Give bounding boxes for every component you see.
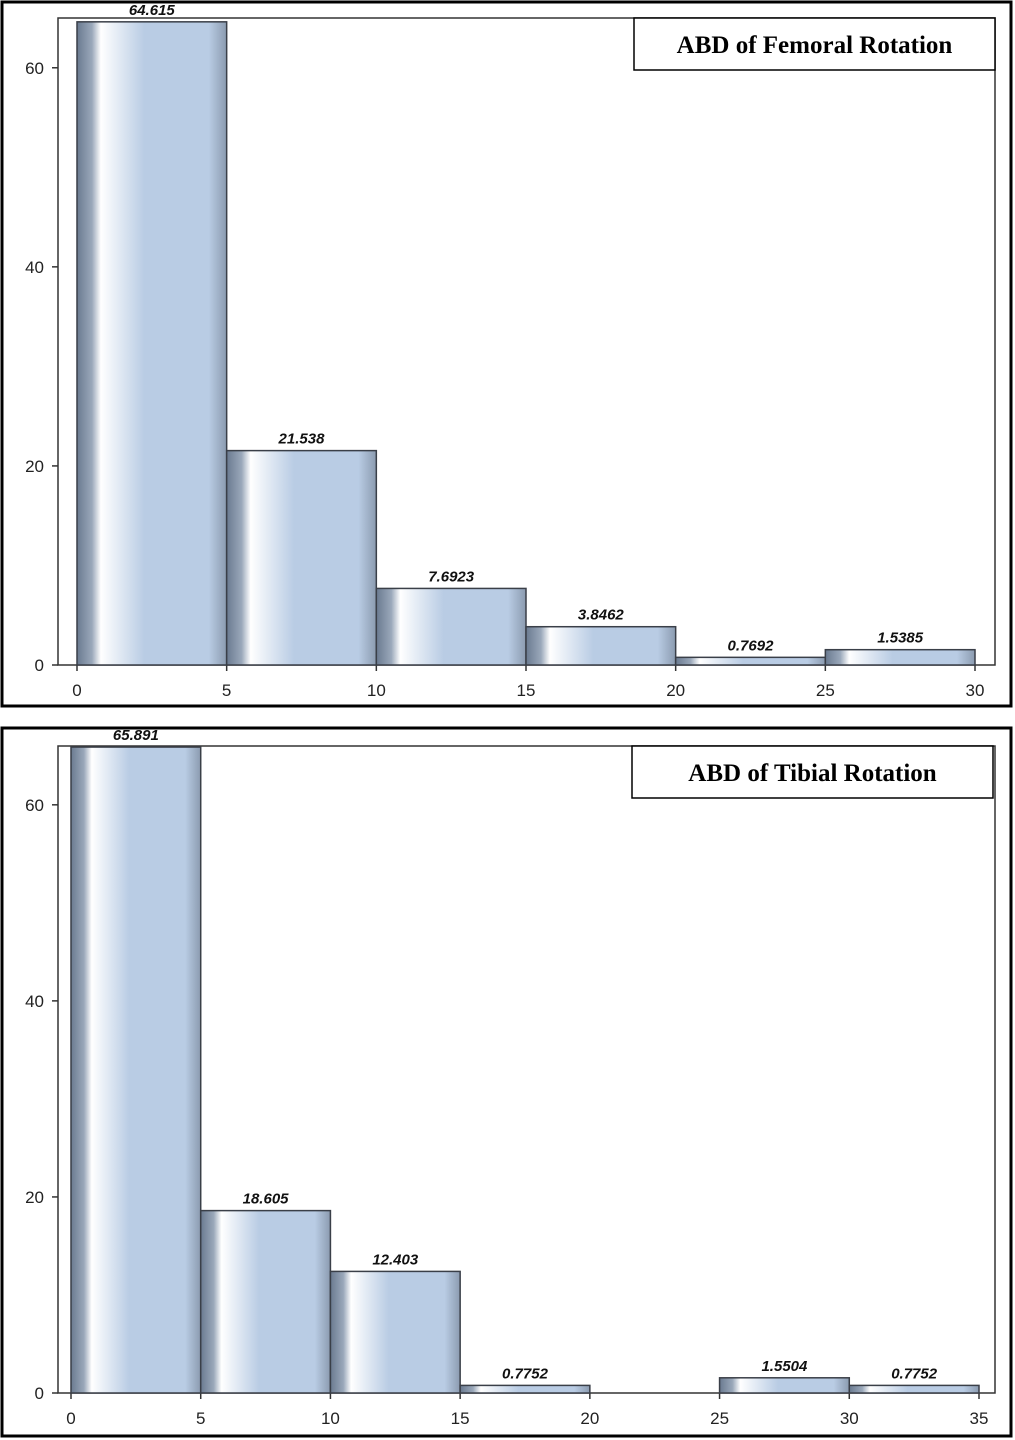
x-tick-label: 25: [710, 1409, 729, 1428]
histogram-bar: [225, 449, 378, 666]
x-tick-label: 5: [196, 1409, 205, 1428]
bar-data-label: 18.605: [243, 1191, 290, 1208]
femoral-rotation-histogram: 0 5 10 15 20 25 30 0 20 40 60 64.615 21.538 7.6923 3.8…: [0, 0, 1013, 708]
histogram-bar: [459, 1384, 591, 1394]
histogram-bar: [525, 625, 677, 666]
histogram-bar: [329, 1270, 461, 1394]
y-tick-label: 60: [25, 59, 44, 78]
x-tick-label: 20: [580, 1409, 599, 1428]
x-tick-label: 0: [66, 1409, 75, 1428]
y-tick-label: 20: [25, 457, 44, 476]
tibial-rotation-panel: 0 5 10 15 20 25 30 35 0 20 40 60 65.891 18.605 12.403 0…: [0, 726, 1015, 1440]
x-tick-label: 30: [840, 1409, 859, 1428]
histogram-bar: [848, 1384, 980, 1394]
bar-data-label: 1.5504: [761, 1358, 808, 1375]
tibial-rotation-histogram: 0 5 10 15 20 25 30 35 0 20 40 60 65.891 18.605 12.403 0…: [0, 726, 1013, 1438]
x-tick-label: 10: [367, 681, 386, 700]
y-tick-label: 40: [25, 258, 44, 277]
x-tick-label: 5: [222, 681, 231, 700]
bar-data-label: 12.403: [372, 1251, 419, 1268]
chart-title: ABD of Femoral Rotation: [677, 32, 953, 59]
histogram-bar: [199, 1209, 332, 1394]
bar-data-label: 0.7752: [502, 1365, 549, 1382]
bar-data-label: 21.538: [278, 431, 326, 448]
histogram-bar: [375, 587, 527, 666]
bar-data-label: 0.7692: [728, 637, 775, 654]
bar-data-label: 3.8462: [578, 607, 625, 624]
x-tick-label: 20: [666, 681, 685, 700]
bar-data-label: 65.891: [113, 727, 159, 744]
bar-data-label: 7.6923: [428, 568, 475, 585]
x-tick-label: 10: [321, 1409, 340, 1428]
bar-data-label: 0.7752: [891, 1365, 938, 1382]
histogram-bar: [76, 21, 228, 666]
y-tick-label: 20: [25, 1188, 44, 1207]
y-tick-label: 0: [35, 656, 44, 675]
bar-data-label: 1.5385: [877, 630, 924, 647]
y-tick-label: 60: [25, 796, 44, 815]
y-tick-label: 40: [25, 992, 44, 1011]
histogram-bar: [674, 656, 827, 666]
y-tick-label: 0: [35, 1384, 44, 1403]
histogram-bar: [824, 648, 976, 666]
x-tick-label: 15: [451, 1409, 470, 1428]
chart-title: ABD of Tibial Rotation: [688, 760, 937, 787]
chart-title-box: [631, 745, 994, 799]
x-tick-label: 30: [966, 681, 985, 700]
x-tick-label: 35: [970, 1409, 989, 1428]
x-tick-label: 15: [517, 681, 536, 700]
histogram-bar: [718, 1377, 851, 1394]
femoral-rotation-panel: 0 5 10 15 20 25 30 0 20 40 60 64.615 21.538 7.6923 3.8…: [0, 0, 1015, 712]
histogram-bar: [70, 746, 202, 1394]
x-tick-label: 0: [72, 681, 81, 700]
x-tick-label: 25: [816, 681, 835, 700]
bar-data-label: 64.615: [129, 2, 176, 19]
chart-title-box: [633, 17, 996, 71]
